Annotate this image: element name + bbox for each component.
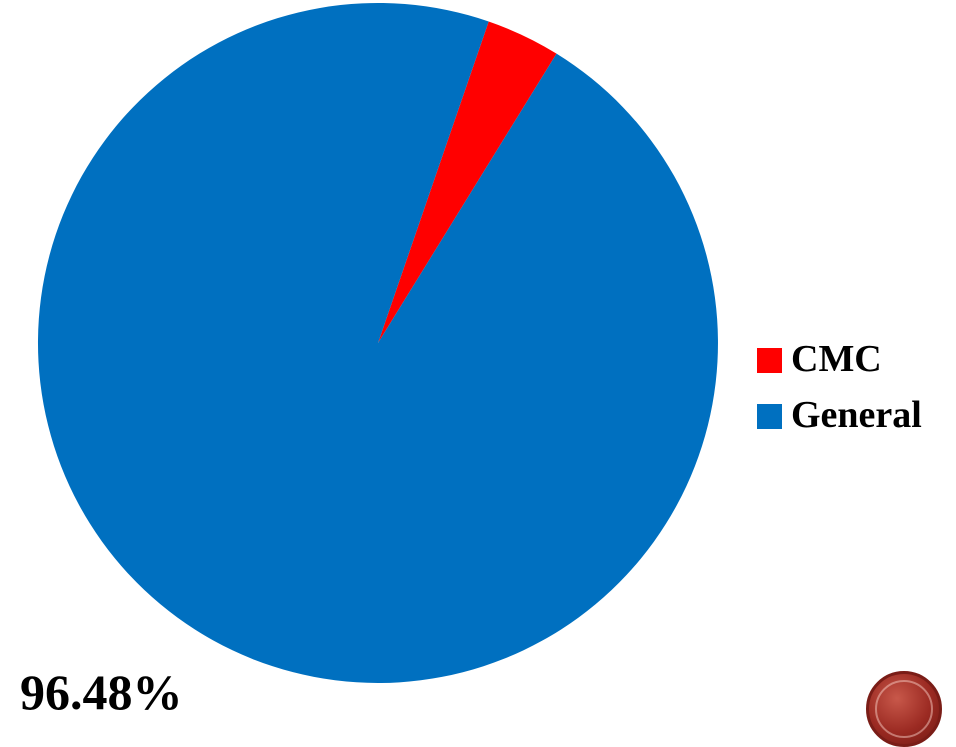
legend-item-cmc: CMC: [757, 338, 922, 380]
legend-swatch-general: [757, 404, 782, 429]
legend: CMC General: [757, 338, 922, 450]
pie-slice-cmc: [378, 21, 557, 344]
pie-slices: [37, 2, 718, 683]
legend-swatch-cmc: [757, 348, 782, 373]
legend-item-general: General: [757, 394, 922, 436]
legend-label-general: General: [791, 394, 922, 436]
pie-chart: [37, 2, 718, 683]
seal-icon: [866, 671, 942, 747]
legend-label-cmc: CMC: [791, 338, 882, 380]
data-label-general: 96.48%: [20, 664, 183, 720]
pie-slice-general: [37, 2, 718, 683]
seal-inner-ring: [875, 680, 933, 738]
